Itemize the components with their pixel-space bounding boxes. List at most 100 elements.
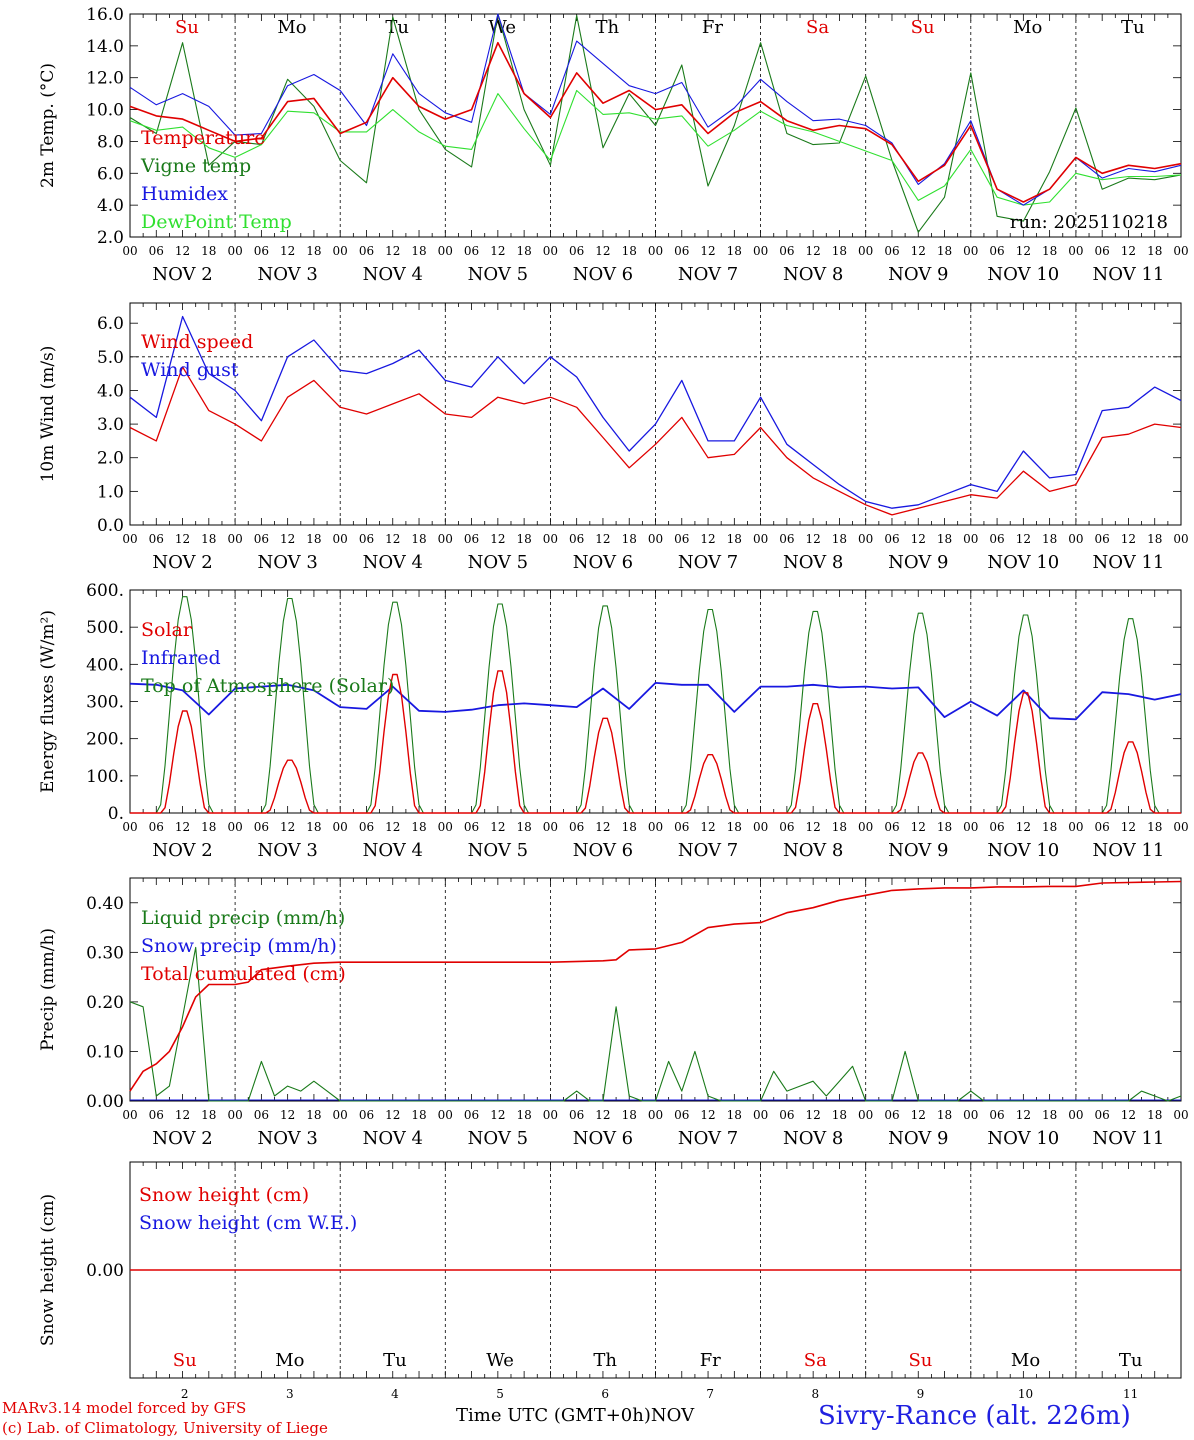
date-label: NOV 7 [678,264,738,285]
date-label: NOV 11 [1093,264,1165,285]
hour-tick-label: 00 [963,820,978,834]
hour-tick-label: 00 [963,1108,978,1122]
hour-tick-label: 18 [306,532,321,546]
hour-tick-label: 06 [359,532,374,546]
weekday-label: Sa [804,1350,827,1371]
legend-top-of-atmosphere-solar-: Top of Atmosphere (Solar) [141,675,394,697]
hour-tick-label: 00 [648,1108,663,1122]
hour-tick-label: 06 [1095,1108,1110,1122]
hour-tick-label: 18 [727,820,742,834]
legend-dewpoint-temp: DewPoint Temp [141,211,292,233]
weekday-label: Mo [1011,1350,1040,1371]
date-label: NOV 4 [363,840,423,861]
hour-tick-label: 18 [411,244,426,258]
hour-tick-label: 18 [516,1108,531,1122]
y-tick-label: 6.0 [97,164,124,184]
hour-tick-label: 06 [149,1108,164,1122]
hour-tick-label: 18 [1147,820,1162,834]
hour-tick-label: 12 [700,532,715,546]
date-label: NOV 3 [257,1128,317,1149]
hour-tick-label: 00 [333,820,348,834]
weekday-label: Fr [700,1350,721,1371]
hour-tick-label: 12 [595,244,610,258]
series-wind-speed [129,366,1182,516]
hour-tick-label: 00 [333,244,348,258]
hour-tick-label: 00 [227,244,242,258]
hour-tick-label: 00 [543,532,558,546]
station-title: Sivry-Rance (alt. 226m) [818,1401,1131,1431]
series-temperature [129,41,1182,203]
hour-tick-label: 06 [989,532,1004,546]
hour-tick-label: 12 [490,532,505,546]
hour-tick-label: 18 [622,244,637,258]
date-label: NOV 9 [888,552,948,573]
date-label: NOV 6 [573,552,633,573]
weekday-label: Sa [806,17,829,38]
hour-tick-label: 00 [227,820,242,834]
hour-tick-label: 12 [175,1108,190,1122]
hour-tick-label: 18 [1042,820,1057,834]
hour-tick-label: 12 [385,820,400,834]
hour-tick-label: 06 [359,820,374,834]
date-label: NOV 3 [257,264,317,285]
date-label: NOV 5 [468,840,528,861]
hour-tick-label: 00 [1068,1108,1083,1122]
hour-tick-label: 18 [832,820,847,834]
hour-tick-label: 18 [306,244,321,258]
hour-tick-label: 12 [490,244,505,258]
series-total-cumulated [129,880,1182,1092]
weekday-label: Th [593,1350,617,1371]
hour-tick-label: 00 [753,532,768,546]
hour-tick-label: 00 [858,820,873,834]
hour-tick-label: 00 [963,244,978,258]
hour-tick-label: 18 [411,820,426,834]
weekday-label: Th [596,17,620,38]
hour-tick-label: 12 [911,1108,926,1122]
hour-tick-label: 00 [1173,244,1188,258]
hour-tick-label: 18 [306,820,321,834]
hour-tick-label: 12 [175,532,190,546]
weekday-label: Fr [702,17,723,38]
legend-vigne-temp: Vigne temp [140,155,251,177]
date-label: NOV 2 [152,840,212,861]
date-label: NOV 11 [1093,1128,1165,1149]
y-tick-label: 0.10 [86,1042,124,1062]
run-label: run: 2025110218 [1010,212,1168,233]
panel-temp: 00 06 12 18 NOV 2 00 06 12 18 NOV 3 00 06 12 18 NOV 4 0… [38,5,1189,285]
y-axis-label: Precip (mm/h) [38,928,58,1051]
hour-tick-label: 06 [149,532,164,546]
hour-tick-label: 06 [464,820,479,834]
hour-tick-label: 12 [1016,532,1031,546]
hour-tick-label: 12 [280,820,295,834]
weekday-label: Mo [275,1350,304,1371]
series-liquid-precip [129,946,1182,1102]
month-label: NOV [650,1405,695,1426]
hour-tick-label: 06 [674,820,689,834]
hour-tick-label: 00 [1068,532,1083,546]
hour-tick-label: 00 [543,1108,558,1122]
hour-tick-label: 18 [411,532,426,546]
y-tick-label: 16.0 [86,5,124,25]
y-tick-label: 3.0 [97,415,124,435]
hour-tick-label: 06 [149,820,164,834]
hour-tick-label: 12 [280,244,295,258]
y-tick-label: 0.00 [86,1261,124,1281]
legend-wind-speed: Wind speed [141,331,253,353]
hour-tick-label: 18 [937,532,952,546]
y-tick-label: 600. [86,581,124,601]
legend-total-cumulated-cm-: Total cumulated (cm) [141,963,346,985]
hour-tick-label: 06 [1095,244,1110,258]
legend-snow-height-cm-w-e-: Snow height (cm W.E.) [139,1212,357,1234]
date-label: NOV 7 [678,840,738,861]
hour-tick-label: 12 [175,244,190,258]
hour-tick-label: 12 [385,532,400,546]
hour-tick-label: 12 [1016,1108,1031,1122]
date-label: NOV 3 [257,840,317,861]
hour-tick-label: 00 [1173,532,1188,546]
hour-tick-label: 18 [622,1108,637,1122]
y-tick-label: 12.0 [86,69,124,89]
hour-tick-label: 18 [937,820,952,834]
series-humidex [129,13,1182,206]
hour-tick-label: 00 [438,1108,453,1122]
hour-tick-label: 18 [1042,1108,1057,1122]
